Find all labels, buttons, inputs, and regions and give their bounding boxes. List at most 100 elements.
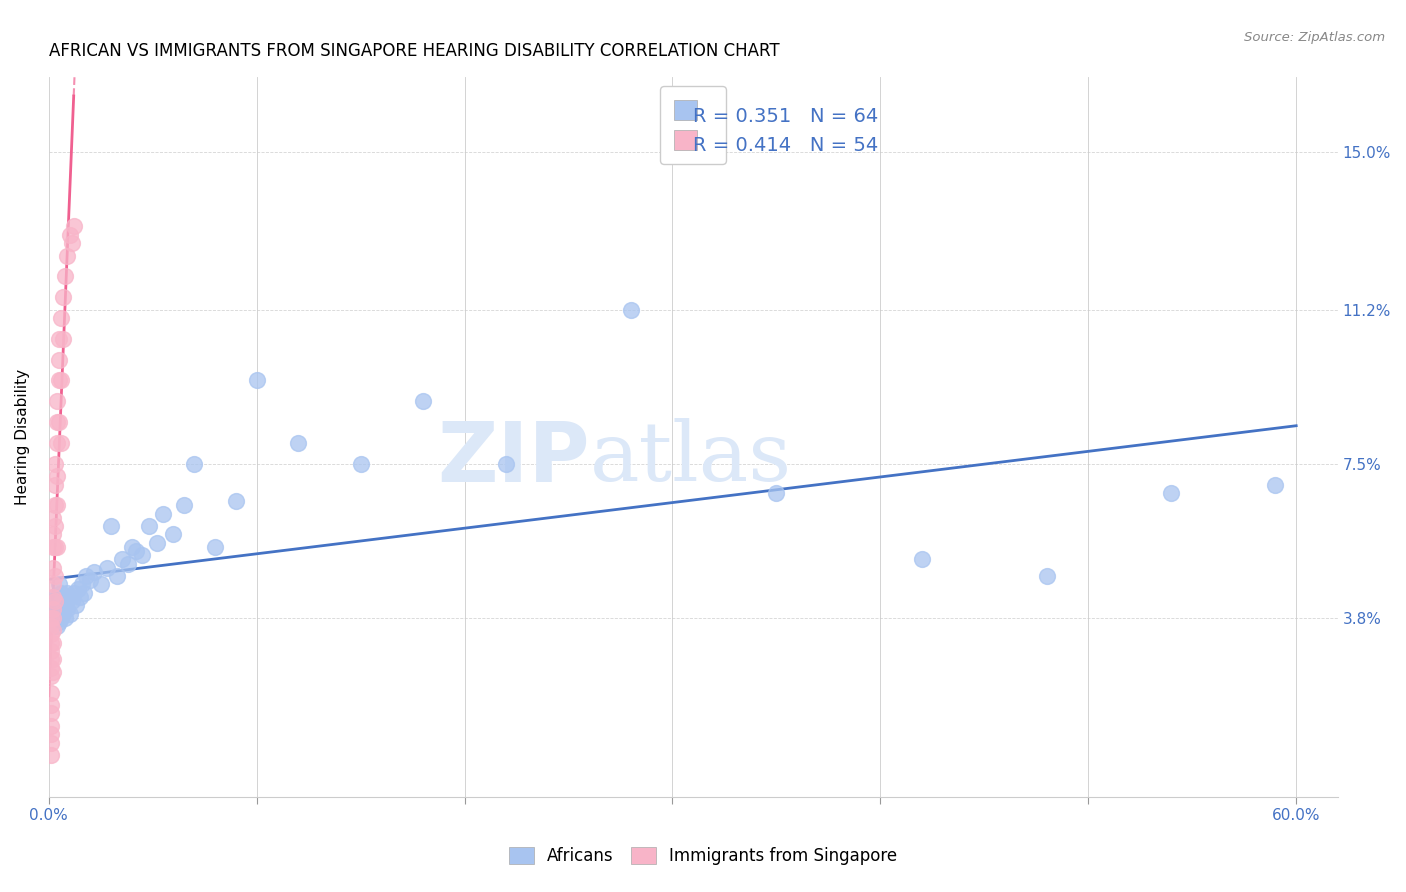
Point — [44, 594, 66, 608]
Point — [42, 527, 65, 541]
Point — [110, 552, 132, 566]
Point — [44, 457, 66, 471]
Point — [79, 573, 101, 587]
Point — [56, 585, 79, 599]
Point — [42, 602, 65, 616]
Point — [42, 635, 65, 649]
Point — [60, 594, 83, 608]
Text: Source: ZipAtlas.com: Source: ZipAtlas.com — [1244, 31, 1385, 45]
Point — [152, 507, 174, 521]
Point — [117, 557, 139, 571]
Point — [42, 590, 65, 604]
Point — [287, 435, 309, 450]
Point — [42, 652, 65, 666]
Point — [44, 610, 66, 624]
Point — [51, 311, 73, 326]
Point — [42, 623, 65, 637]
Point — [39, 619, 62, 633]
Point — [39, 706, 62, 721]
Point — [173, 498, 195, 512]
Point — [620, 302, 643, 317]
Point — [46, 619, 69, 633]
Point — [204, 540, 226, 554]
Point — [46, 415, 69, 429]
Point — [39, 660, 62, 674]
Point — [51, 610, 73, 624]
Point — [39, 594, 62, 608]
Point — [46, 594, 69, 608]
Point — [146, 535, 169, 549]
Point — [246, 374, 269, 388]
Point — [39, 602, 62, 616]
Point — [56, 602, 79, 616]
Point — [51, 598, 73, 612]
Point — [44, 598, 66, 612]
Text: R = 0.414   N = 54: R = 0.414 N = 54 — [693, 136, 879, 154]
Point — [412, 394, 434, 409]
Point — [96, 560, 118, 574]
Point — [48, 577, 70, 591]
Point — [62, 219, 84, 234]
Text: AFRICAN VS IMMIGRANTS FROM SINGAPORE HEARING DISABILITY CORRELATION CHART: AFRICAN VS IMMIGRANTS FROM SINGAPORE HEA… — [49, 42, 779, 60]
Point — [55, 610, 77, 624]
Point — [66, 582, 89, 596]
Point — [90, 577, 112, 591]
Text: atlas: atlas — [591, 418, 792, 499]
Point — [42, 590, 65, 604]
Point — [42, 602, 65, 616]
Point — [39, 635, 62, 649]
Point — [42, 665, 65, 679]
Point — [46, 607, 69, 621]
Point — [162, 527, 184, 541]
Point — [495, 457, 517, 471]
Point — [62, 585, 84, 599]
Text: ZIP: ZIP — [437, 417, 591, 499]
Point — [55, 594, 77, 608]
Point — [39, 685, 62, 699]
Point — [138, 519, 160, 533]
Point — [52, 607, 75, 621]
Point — [121, 540, 143, 554]
Point — [48, 352, 70, 367]
Point — [44, 519, 66, 533]
Legend: Africans, Immigrants from Singapore: Africans, Immigrants from Singapore — [499, 837, 907, 875]
Point — [46, 435, 69, 450]
Point — [48, 332, 70, 346]
Point — [39, 610, 62, 624]
Point — [42, 577, 65, 591]
Point — [42, 540, 65, 554]
Point — [48, 615, 70, 629]
Point — [105, 569, 128, 583]
Point — [911, 552, 934, 566]
Text: R = 0.351   N = 64: R = 0.351 N = 64 — [693, 107, 879, 126]
Point — [765, 485, 787, 500]
Point — [58, 590, 80, 604]
Point — [48, 415, 70, 429]
Point — [46, 498, 69, 512]
Point — [52, 332, 75, 346]
Point — [42, 560, 65, 574]
Point — [42, 610, 65, 624]
Point — [51, 374, 73, 388]
Point — [1264, 477, 1286, 491]
Point — [42, 615, 65, 629]
Point — [44, 498, 66, 512]
Point — [65, 598, 87, 612]
Point — [51, 435, 73, 450]
Point — [39, 719, 62, 733]
Point — [39, 627, 62, 641]
Y-axis label: Hearing Disability: Hearing Disability — [15, 368, 30, 505]
Point — [46, 469, 69, 483]
Point — [52, 290, 75, 304]
Point — [39, 644, 62, 658]
Point — [48, 602, 70, 616]
Point — [1035, 569, 1057, 583]
Point — [44, 569, 66, 583]
Point — [48, 590, 70, 604]
Point — [100, 519, 122, 533]
Point — [51, 585, 73, 599]
Point — [48, 374, 70, 388]
Point — [46, 394, 69, 409]
Point — [39, 669, 62, 683]
Point — [83, 565, 105, 579]
